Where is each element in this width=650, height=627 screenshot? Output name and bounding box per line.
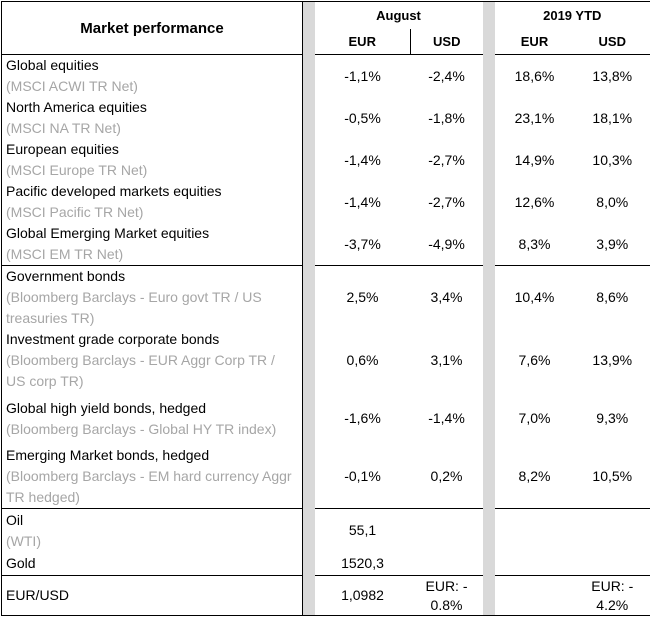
column-separator <box>303 2 315 616</box>
ytd-usd-value: 13,9% <box>575 329 650 392</box>
index-name: (Bloomberg Barclays - EUR Aggr Corp TR /… <box>6 350 298 392</box>
ytd-usd-value: 8,0% <box>575 181 650 223</box>
table-row: Gold 1520,3 <box>2 553 650 576</box>
aug-eur-value: -0,5% <box>315 97 411 139</box>
aug-usd-value: -1,4% <box>411 392 483 445</box>
ytd-eur-value: 23,1% <box>495 97 575 139</box>
ytd-usd-value: 13,8% <box>575 55 650 98</box>
asset-name: Global high yield bonds, hedged <box>6 398 298 419</box>
ytd-eur-value: 10,4% <box>495 266 575 330</box>
oil-value: 55,1 <box>315 509 411 553</box>
aug-usd-value: -1,8% <box>411 97 483 139</box>
aug-eur-value: -1,1% <box>315 55 411 98</box>
aug-usd-value: 3,4% <box>411 266 483 330</box>
asset-name: Oil <box>6 510 298 531</box>
asset-name: Global equities <box>6 55 298 76</box>
table-title: Market performance <box>2 2 303 55</box>
ytd-usd-value: 10,3% <box>575 139 650 181</box>
aug-eur-value: -1,4% <box>315 181 411 223</box>
ytd-eur-value: 14,9% <box>495 139 575 181</box>
ytd-eur-header: EUR <box>495 29 575 55</box>
table-row: Global equities(MSCI ACWI TR Net) -1,1% … <box>2 55 650 98</box>
asset-name: European equities <box>6 139 298 160</box>
index-name: (MSCI Europe TR Net) <box>6 160 298 181</box>
august-usd-header: USD <box>411 29 483 55</box>
ytd-eur-value: 12,6% <box>495 181 575 223</box>
ytd-usd-value: 18,1% <box>575 97 650 139</box>
table-row: Global Emerging Market equities(MSCI EM … <box>2 223 650 266</box>
table-row: Oil(WTI) 55,1 <box>2 509 650 553</box>
table-row: North America equities(MSCI NA TR Net) -… <box>2 97 650 139</box>
index-name: (MSCI EM TR Net) <box>6 244 298 265</box>
index-name: (MSCI ACWI TR Net) <box>6 76 298 97</box>
index-name: (MSCI Pacific TR Net) <box>6 202 298 223</box>
aug-eur-value: 0,6% <box>315 329 411 392</box>
aug-usd-value: 3,1% <box>411 329 483 392</box>
market-performance-table: Market performance August 2019 YTD EUR U… <box>1 1 650 616</box>
gold-value: 1520,3 <box>315 553 411 576</box>
table-row: European equities(MSCI Europe TR Net) -1… <box>2 139 650 181</box>
table-row: Pacific developed markets equities(MSCI … <box>2 181 650 223</box>
asset-name: North America equities <box>6 97 298 118</box>
august-eur-header: EUR <box>315 29 411 55</box>
ytd-eur-value: 8,3% <box>495 223 575 266</box>
aug-usd-value: -4,9% <box>411 223 483 266</box>
index-name: (Bloomberg Barclays - EM hard currency A… <box>6 466 298 508</box>
ytd-usd-value: 10,5% <box>575 445 650 509</box>
index-name: (Bloomberg Barclays - Global HY TR index… <box>6 419 298 440</box>
fx-ytd-change: EUR: - 4.2% <box>575 576 650 616</box>
asset-name: Global Emerging Market equities <box>6 223 298 244</box>
aug-eur-value: -0,1% <box>315 445 411 509</box>
ytd-usd-value: 8,6% <box>575 266 650 330</box>
asset-name: EUR/USD <box>2 576 303 616</box>
asset-name: Investment grade corporate bonds <box>6 329 298 350</box>
ytd-usd-header: USD <box>575 29 650 55</box>
table-row: EUR/USD 1,0982 EUR: - 0.8% EUR: - 4.2% <box>2 576 650 616</box>
ytd-eur-value: 7,6% <box>495 329 575 392</box>
ytd-usd-value: 3,9% <box>575 223 650 266</box>
aug-eur-value: -3,7% <box>315 223 411 266</box>
index-name: (Bloomberg Barclays - Euro govt TR / US … <box>6 287 298 329</box>
asset-name: Pacific developed markets equities <box>6 181 298 202</box>
column-separator <box>483 2 495 616</box>
table-row: Emerging Market bonds, hedged(Bloomberg … <box>2 445 650 509</box>
table-row: Investment grade corporate bonds(Bloombe… <box>2 329 650 392</box>
fx-value: 1,0982 <box>315 576 411 616</box>
table-row: Government bonds(Bloomberg Barclays - Eu… <box>2 266 650 330</box>
asset-name: Government bonds <box>6 266 298 287</box>
asset-name: Gold <box>2 553 303 576</box>
aug-usd-value: -2,7% <box>411 181 483 223</box>
asset-name: Emerging Market bonds, hedged <box>6 445 298 466</box>
table-row: Global high yield bonds, hedged(Bloomber… <box>2 392 650 445</box>
aug-eur-value: 2,5% <box>315 266 411 330</box>
ytd-eur-value: 7,0% <box>495 392 575 445</box>
index-name: (MSCI NA TR Net) <box>6 118 298 139</box>
aug-eur-value: -1,4% <box>315 139 411 181</box>
aug-usd-value: -2,7% <box>411 139 483 181</box>
ytd-header: 2019 YTD <box>495 2 650 29</box>
aug-eur-value: -1,6% <box>315 392 411 445</box>
aug-usd-value: 0,2% <box>411 445 483 509</box>
aug-usd-value: -2,4% <box>411 55 483 98</box>
august-header: August <box>315 2 483 29</box>
fx-aug-change: EUR: - 0.8% <box>411 576 483 616</box>
ytd-usd-value: 9,3% <box>575 392 650 445</box>
ytd-eur-value: 8,2% <box>495 445 575 509</box>
ytd-eur-value: 18,6% <box>495 55 575 98</box>
index-name: (WTI) <box>6 531 298 552</box>
